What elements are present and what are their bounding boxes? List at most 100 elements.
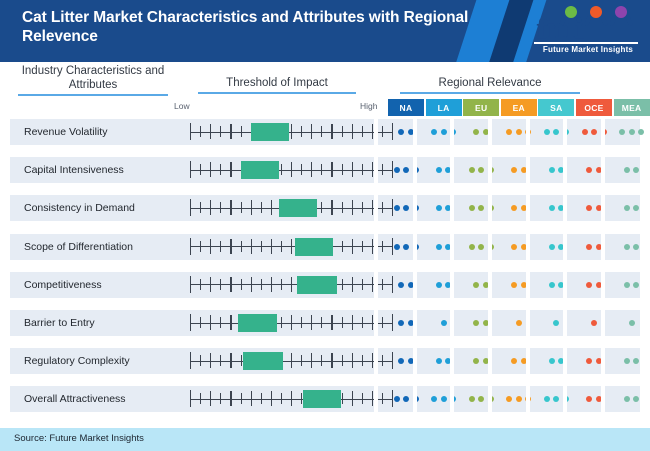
relevance-dot bbox=[586, 358, 593, 365]
relevance-cell-sa bbox=[538, 157, 574, 183]
relevance-cell-eu bbox=[463, 234, 499, 260]
axis-tick bbox=[301, 393, 303, 405]
relevance-cell-ea bbox=[501, 272, 537, 298]
relevance-dot bbox=[398, 358, 405, 365]
axis-tick bbox=[220, 393, 222, 405]
axis-tick bbox=[250, 238, 252, 254]
relevance-dot bbox=[478, 396, 485, 403]
relevance-dot bbox=[543, 396, 550, 403]
relevance-dot bbox=[407, 281, 414, 288]
axis-tick bbox=[291, 315, 293, 330]
axis-tick bbox=[361, 355, 363, 367]
relevance-cell-mea bbox=[614, 272, 650, 298]
axis-tick bbox=[280, 317, 283, 328]
logo-figure-purple-icon bbox=[610, 6, 632, 27]
axis-tick bbox=[210, 276, 212, 292]
axis-tick bbox=[361, 126, 363, 137]
axis-tick bbox=[200, 202, 202, 214]
axis-tick bbox=[381, 126, 384, 137]
row-label: Regulatory Complexity bbox=[24, 355, 130, 368]
axis-tick bbox=[210, 238, 212, 254]
logo-wordmark: fmi bbox=[536, 14, 584, 45]
region-column-separator bbox=[563, 119, 568, 421]
relevance-cell-na bbox=[388, 195, 424, 221]
column-title-regional: Regional Relevance bbox=[400, 76, 580, 94]
region-chip-sa[interactable]: SA bbox=[538, 99, 575, 116]
threshold-range-bar bbox=[303, 390, 342, 409]
relevance-cell-mea bbox=[614, 310, 650, 336]
relevance-cell-ea bbox=[501, 386, 537, 412]
relevance-dot bbox=[595, 281, 602, 288]
relevance-dot bbox=[398, 320, 405, 326]
axis-tick bbox=[331, 353, 333, 369]
relevance-dot bbox=[398, 281, 405, 288]
axis-tick bbox=[371, 238, 373, 254]
axis-tick bbox=[301, 164, 303, 176]
relevance-dot bbox=[623, 167, 630, 174]
relevance-dot bbox=[520, 205, 527, 212]
axis-tick bbox=[331, 200, 333, 216]
relevance-dot bbox=[633, 205, 640, 212]
relevance-cell-oce bbox=[576, 310, 612, 336]
axis-tick bbox=[341, 317, 343, 328]
axis-tick bbox=[331, 162, 333, 178]
logo-figure-green-icon bbox=[560, 6, 582, 27]
axis-tick bbox=[240, 278, 242, 290]
axis-tick bbox=[270, 200, 272, 216]
axis-tick bbox=[311, 162, 313, 178]
axis-tick bbox=[392, 390, 394, 408]
threshold-axis bbox=[190, 310, 394, 336]
region-column-separator bbox=[600, 119, 605, 421]
relevance-dot bbox=[403, 243, 409, 250]
axis-tick bbox=[341, 126, 343, 137]
relevance-dot bbox=[595, 358, 602, 365]
region-chip-oce[interactable]: OCE bbox=[576, 99, 612, 116]
axis-tick bbox=[392, 314, 394, 331]
region-chip-ea[interactable]: EA bbox=[500, 99, 537, 116]
relevance-dot bbox=[586, 243, 593, 250]
region-column-separator bbox=[488, 119, 492, 421]
axis-tick bbox=[381, 202, 384, 214]
relevance-dot bbox=[558, 281, 565, 288]
axis-tick bbox=[311, 315, 313, 330]
relevance-dot bbox=[468, 205, 475, 212]
axis-tick bbox=[250, 276, 252, 292]
relevance-dot bbox=[511, 281, 518, 288]
axis-tick bbox=[311, 124, 313, 139]
axis-tick bbox=[240, 126, 242, 137]
axis-tick bbox=[392, 199, 394, 217]
axis-tick bbox=[190, 123, 192, 140]
axis-tick bbox=[301, 126, 303, 137]
relevance-dot bbox=[445, 205, 452, 212]
axis-tick bbox=[392, 161, 394, 179]
relevance-cell-eu bbox=[463, 386, 499, 412]
relevance-cell-sa bbox=[538, 272, 574, 298]
relevance-cell-mea bbox=[614, 234, 650, 260]
relevance-dot bbox=[435, 281, 442, 288]
region-chip-la[interactable]: LA bbox=[425, 99, 462, 116]
axis-tick bbox=[190, 199, 192, 217]
axis-tick bbox=[371, 162, 373, 178]
relevance-cell-sa bbox=[538, 195, 574, 221]
axis-tick bbox=[381, 355, 384, 367]
region-chip-na[interactable]: NA bbox=[388, 99, 424, 116]
region-chip-eu[interactable]: EU bbox=[463, 99, 500, 116]
axis-tick bbox=[210, 315, 212, 330]
axis-tick bbox=[280, 164, 283, 176]
relevance-cell-mea bbox=[614, 348, 650, 374]
table-row: Competitiveness bbox=[10, 271, 640, 298]
relevance-dot bbox=[638, 129, 645, 135]
relevance-dot bbox=[628, 320, 635, 326]
logo-figures bbox=[560, 6, 632, 28]
axis-tick bbox=[200, 126, 202, 137]
axis-tick bbox=[230, 276, 232, 292]
relevance-dot bbox=[548, 205, 555, 212]
source-text: Source: Future Market Insights bbox=[14, 433, 144, 444]
region-chip-mea[interactable]: MEA bbox=[613, 99, 650, 116]
relevance-dot bbox=[548, 358, 555, 365]
relevance-dot bbox=[468, 396, 475, 403]
axis-tick bbox=[311, 353, 313, 369]
relevance-dot bbox=[548, 167, 555, 174]
relevance-dot bbox=[520, 167, 527, 174]
axis-tick bbox=[230, 353, 232, 369]
